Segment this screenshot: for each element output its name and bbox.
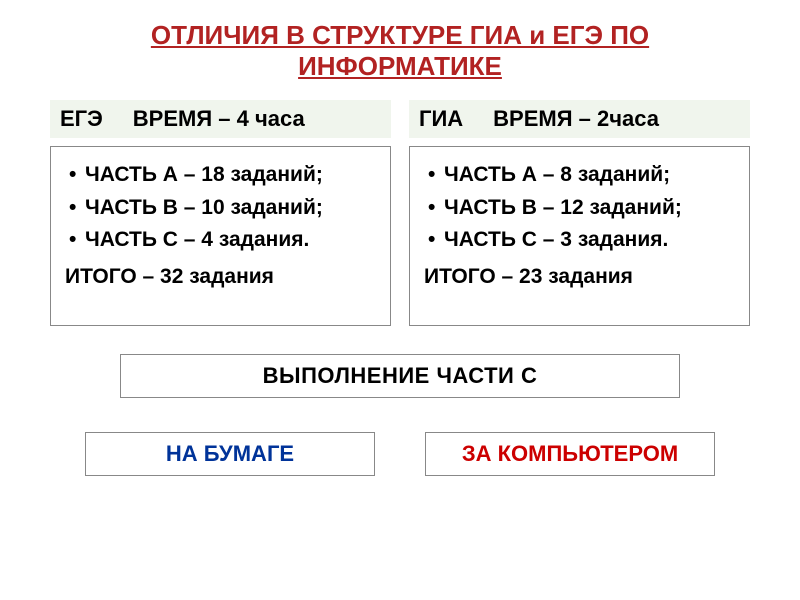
left-item: ЧАСТЬ В – 10 заданий; <box>65 192 376 225</box>
left-total: ИТОГО – 32 задания <box>65 265 376 289</box>
left-header: ЕГЭ ВРЕМЯ – 4 часа <box>50 100 391 138</box>
bottom-row: НА БУМАГЕ ЗА КОМПЬЮТЕРОМ <box>50 432 750 476</box>
left-column: ЕГЭ ВРЕМЯ – 4 часа ЧАСТЬ А – 18 заданий;… <box>50 100 391 326</box>
comparison-columns: ЕГЭ ВРЕМЯ – 4 часа ЧАСТЬ А – 18 заданий;… <box>50 100 750 326</box>
right-exam-name: ГИА <box>419 106 493 132</box>
right-item: ЧАСТЬ В – 12 заданий; <box>424 192 735 225</box>
bottom-left-box: НА БУМАГЕ <box>85 432 375 476</box>
right-column: ГИА ВРЕМЯ – 2часа ЧАСТЬ А – 8 заданий; Ч… <box>409 100 750 326</box>
right-list: ЧАСТЬ А – 8 заданий; ЧАСТЬ В – 12 задани… <box>424 159 735 257</box>
right-time: ВРЕМЯ – 2часа <box>493 106 740 132</box>
right-item: ЧАСТЬ С – 3 задания. <box>424 224 735 257</box>
left-box: ЧАСТЬ А – 18 заданий; ЧАСТЬ В – 10 задан… <box>50 146 391 326</box>
bottom-right-box: ЗА КОМПЬЮТЕРОМ <box>425 432 715 476</box>
left-exam-name: ЕГЭ <box>60 106 133 132</box>
right-header: ГИА ВРЕМЯ – 2часа <box>409 100 750 138</box>
left-list: ЧАСТЬ А – 18 заданий; ЧАСТЬ В – 10 задан… <box>65 159 376 257</box>
section-c-label: ВЫПОЛНЕНИЕ ЧАСТИ С <box>120 354 680 398</box>
right-box: ЧАСТЬ А – 8 заданий; ЧАСТЬ В – 12 задани… <box>409 146 750 326</box>
left-time: ВРЕМЯ – 4 часа <box>133 106 381 132</box>
left-item: ЧАСТЬ С – 4 задания. <box>65 224 376 257</box>
left-item: ЧАСТЬ А – 18 заданий; <box>65 159 376 192</box>
right-item: ЧАСТЬ А – 8 заданий; <box>424 159 735 192</box>
right-total: ИТОГО – 23 задания <box>424 265 735 289</box>
page-title: ОТЛИЧИЯ В СТРУКТУРЕ ГИА и ЕГЭ ПО ИНФОРМА… <box>50 20 750 82</box>
